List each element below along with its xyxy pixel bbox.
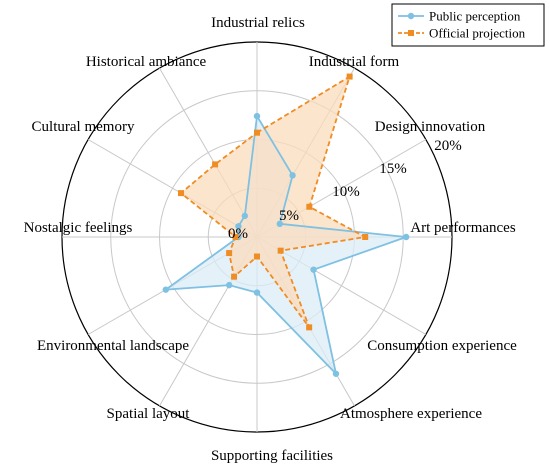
data-point bbox=[232, 234, 239, 240]
data-point bbox=[362, 234, 369, 240]
axis-label: Art performances bbox=[410, 220, 516, 236]
data-point bbox=[212, 161, 219, 168]
data-point bbox=[162, 286, 170, 293]
series-area-2 bbox=[181, 76, 366, 328]
data-point bbox=[235, 223, 242, 230]
data-point bbox=[253, 289, 261, 296]
data-point bbox=[310, 266, 317, 273]
data-point bbox=[306, 203, 313, 210]
radial-tick-label: 10% bbox=[332, 184, 360, 200]
axis-label: Supporting facilities bbox=[211, 448, 333, 464]
data-point bbox=[178, 190, 185, 197]
data-point bbox=[402, 233, 410, 241]
axis-label: Nostalgic feelings bbox=[24, 220, 133, 236]
data-point bbox=[226, 250, 233, 257]
legend-label: Official projection bbox=[429, 26, 526, 41]
legend-marker bbox=[408, 30, 414, 36]
axis-label: Environmental landscape bbox=[37, 338, 189, 354]
data-point bbox=[241, 212, 249, 220]
axis-label: Spatial layout bbox=[107, 406, 191, 422]
series-lines bbox=[162, 73, 410, 377]
radial-tick-label: 20% bbox=[434, 138, 462, 154]
data-point bbox=[253, 112, 261, 120]
data-point bbox=[346, 73, 353, 80]
data-point bbox=[231, 273, 238, 280]
data-point bbox=[276, 220, 283, 228]
axis-label: Industrial form bbox=[309, 54, 400, 70]
axis-labels: Industrial relics Industrial form Design i… bbox=[24, 15, 517, 464]
axis-label: Industrial relics bbox=[211, 15, 305, 31]
legend-label: Public perception bbox=[429, 9, 521, 24]
data-point bbox=[306, 324, 313, 331]
legend-frame bbox=[391, 3, 545, 47]
data-point bbox=[254, 253, 260, 260]
axis-label: Atmosphere experience bbox=[340, 406, 482, 422]
data-point bbox=[277, 247, 284, 254]
radial-tick-label: 0% bbox=[228, 226, 248, 242]
legend: Public perception Official projection bbox=[391, 3, 545, 47]
axis-label: Design innovation bbox=[375, 119, 486, 135]
data-point bbox=[289, 172, 296, 179]
legend-marker bbox=[407, 12, 415, 20]
data-point bbox=[332, 370, 340, 377]
radial-tick-labels: 0% 5% 10% 15% 20% bbox=[228, 138, 462, 242]
data-point bbox=[226, 281, 233, 289]
series-areas bbox=[165, 76, 407, 374]
radial-tick-label: 15% bbox=[379, 161, 407, 177]
data-point bbox=[254, 129, 260, 136]
axis-label: Cultural memory bbox=[32, 119, 135, 135]
axis-label: Consumption experience bbox=[367, 338, 517, 354]
axis-label: Historical ambiance bbox=[86, 54, 207, 70]
radial-tick-label: 5% bbox=[279, 208, 299, 224]
